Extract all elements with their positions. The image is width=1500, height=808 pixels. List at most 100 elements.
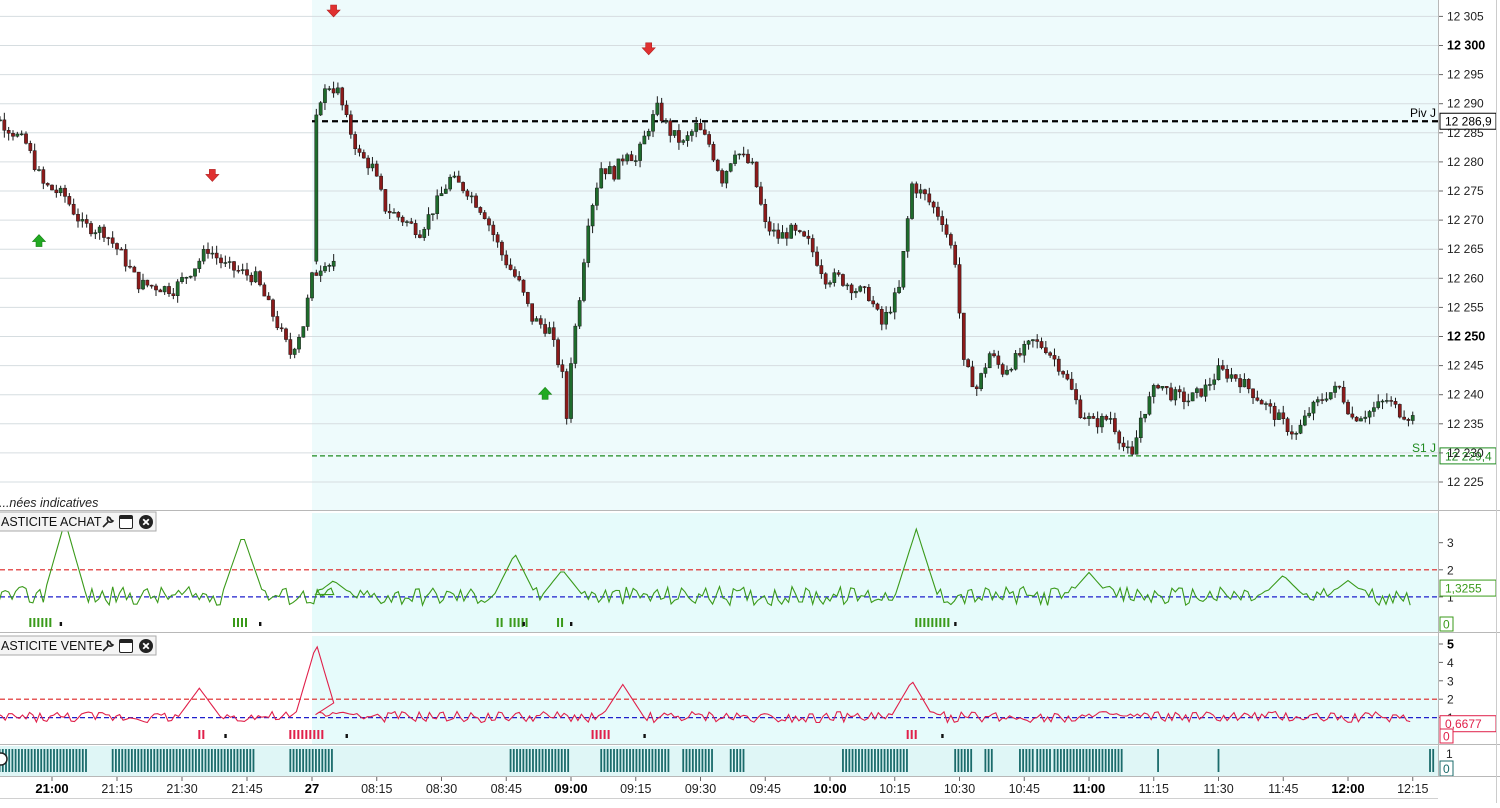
candle-up — [197, 260, 202, 269]
candle-down — [271, 299, 275, 317]
candle-down — [167, 286, 171, 294]
volume-bar — [622, 749, 625, 772]
candle-down — [715, 159, 720, 171]
volume-bar — [960, 749, 963, 772]
candle-down — [1091, 416, 1096, 419]
candle-up — [327, 88, 332, 90]
candle-up — [422, 228, 427, 238]
volume-bar — [1095, 749, 1097, 772]
signals — [31, 4, 656, 400]
volume-bar — [883, 749, 886, 772]
volume-bar — [695, 749, 697, 772]
candle-down — [288, 339, 293, 355]
candle-up — [1031, 339, 1035, 342]
volume-bar — [729, 749, 732, 772]
candle-down — [806, 235, 811, 239]
volume-bar — [62, 749, 65, 772]
candle-down — [45, 183, 50, 186]
indicator-line — [0, 522, 1411, 607]
volume-bar — [654, 749, 657, 772]
y-tick-label: 12 295 — [1447, 68, 1484, 82]
candle-down — [71, 203, 76, 215]
candle-down — [629, 154, 634, 162]
candle-down — [1177, 389, 1182, 393]
x-tick-label: 08:15 — [361, 782, 392, 796]
candle-up — [655, 102, 660, 115]
signal-bar — [45, 618, 48, 627]
candles — [0, 81, 1415, 457]
candle-down — [89, 223, 93, 235]
candle-down — [931, 201, 936, 208]
volume-bar — [14, 749, 17, 772]
candle-down — [106, 237, 111, 239]
signal-bar — [317, 730, 320, 739]
volume-bar — [166, 749, 168, 772]
wrench-icon[interactable] — [102, 515, 115, 528]
volume-bar — [124, 749, 127, 772]
candle-down — [957, 264, 962, 314]
volume-bar — [153, 749, 156, 772]
candle-up — [1333, 385, 1337, 393]
candle-down — [145, 279, 150, 286]
candle-up — [1242, 379, 1247, 388]
volume-bar — [893, 749, 896, 772]
close-icon[interactable] — [139, 639, 153, 653]
x-tick-label: 09:15 — [620, 782, 651, 796]
candle-down — [1056, 358, 1061, 372]
candle-up — [1410, 415, 1415, 421]
volume-bar — [230, 749, 232, 772]
volume-bar — [516, 749, 518, 772]
volume-bar — [150, 749, 152, 772]
volume-bar — [861, 749, 864, 772]
volume-bar — [239, 749, 242, 772]
volume-bar — [214, 749, 216, 772]
candle-down — [456, 175, 461, 183]
candle-down — [1406, 419, 1411, 421]
volume-bar — [169, 749, 172, 772]
volume-bar — [118, 749, 120, 772]
volume-panel-icon[interactable] — [0, 752, 8, 766]
signal-mark — [224, 734, 227, 738]
candle-down — [1121, 442, 1126, 448]
window-icon[interactable] — [119, 639, 133, 653]
candle-down — [1035, 339, 1040, 342]
candle-down — [974, 386, 979, 390]
indicator-y-label: 4 — [1447, 656, 1454, 670]
signal-bar — [923, 618, 926, 627]
candle-up — [681, 140, 686, 143]
candle-up — [646, 130, 651, 137]
candle-down — [961, 312, 966, 360]
candle-down — [1350, 413, 1355, 418]
candle-down — [279, 327, 284, 330]
volume-bar — [305, 749, 308, 772]
volume-bar — [874, 749, 876, 772]
x-tick-label: 21:45 — [231, 782, 262, 796]
volume-bar — [295, 749, 298, 772]
candle-up — [1307, 412, 1312, 417]
wrench-icon[interactable] — [102, 639, 115, 652]
volume-bar — [638, 749, 641, 772]
candle-up — [323, 266, 327, 272]
volume-bar — [1079, 749, 1081, 772]
candle-up — [448, 176, 452, 190]
candle-up — [431, 213, 435, 215]
window-icon[interactable] — [119, 515, 133, 529]
volume-bar — [603, 749, 606, 772]
pivot-levels: Piv J 12 286,9 S1 J 12 229,4 — [312, 106, 1497, 465]
candle-down — [32, 150, 37, 170]
candle-up — [15, 133, 20, 137]
volume-bar — [321, 749, 324, 772]
candle-down — [603, 168, 608, 175]
candle-down — [344, 104, 349, 115]
candle-down — [461, 182, 465, 192]
candle-up — [201, 249, 206, 262]
candle-up — [1143, 413, 1147, 419]
signal-mark — [643, 734, 646, 738]
volume-bar — [56, 749, 59, 772]
volume-bar — [207, 749, 210, 772]
volume-bar — [685, 749, 688, 772]
candle-up — [318, 102, 323, 116]
candle-down — [110, 237, 115, 244]
volume-bar — [842, 749, 844, 772]
close-icon[interactable] — [139, 515, 153, 529]
